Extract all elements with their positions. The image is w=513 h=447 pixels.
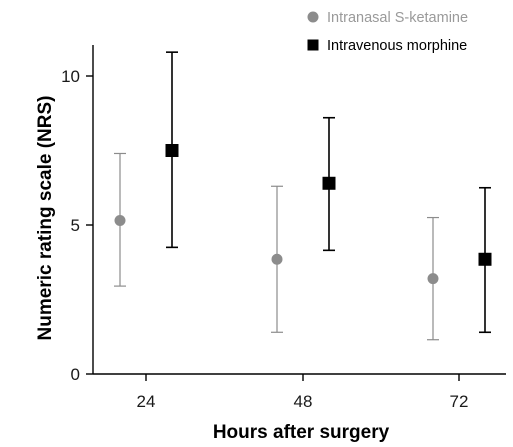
x-axis: 24 48 72 [93, 373, 506, 411]
legend-label-series-1: Intranasal S-ketamine [327, 10, 468, 26]
legend-marker-circle [307, 11, 319, 23]
legend-marker-square [307, 39, 319, 51]
data-marks [114, 51, 492, 341]
point-1-72 [427, 273, 439, 285]
legend-label-series-2: Intravenous morphine [327, 38, 467, 54]
y-tick-label-5: 5 [71, 216, 80, 235]
y-tick-label-10: 10 [61, 67, 80, 86]
y-tick-label-0: 0 [71, 365, 80, 384]
x-tick-label-72: 72 [450, 392, 469, 411]
y-axis-title: Numeric rating scale (NRS) [35, 96, 56, 341]
point-2-72 [478, 252, 492, 266]
point-1-48 [271, 253, 283, 265]
point-2-48 [322, 176, 336, 190]
x-tick-label-48: 48 [294, 392, 313, 411]
x-tick-label-24: 24 [137, 392, 156, 411]
y-axis: 0 5 10 [61, 45, 94, 384]
x-axis-title: Hours after surgery [213, 422, 390, 443]
point-2-24 [165, 144, 179, 157]
point-1-24 [114, 215, 126, 227]
legend: Intranasal S-ketamine Intravenous morphi… [307, 10, 468, 54]
